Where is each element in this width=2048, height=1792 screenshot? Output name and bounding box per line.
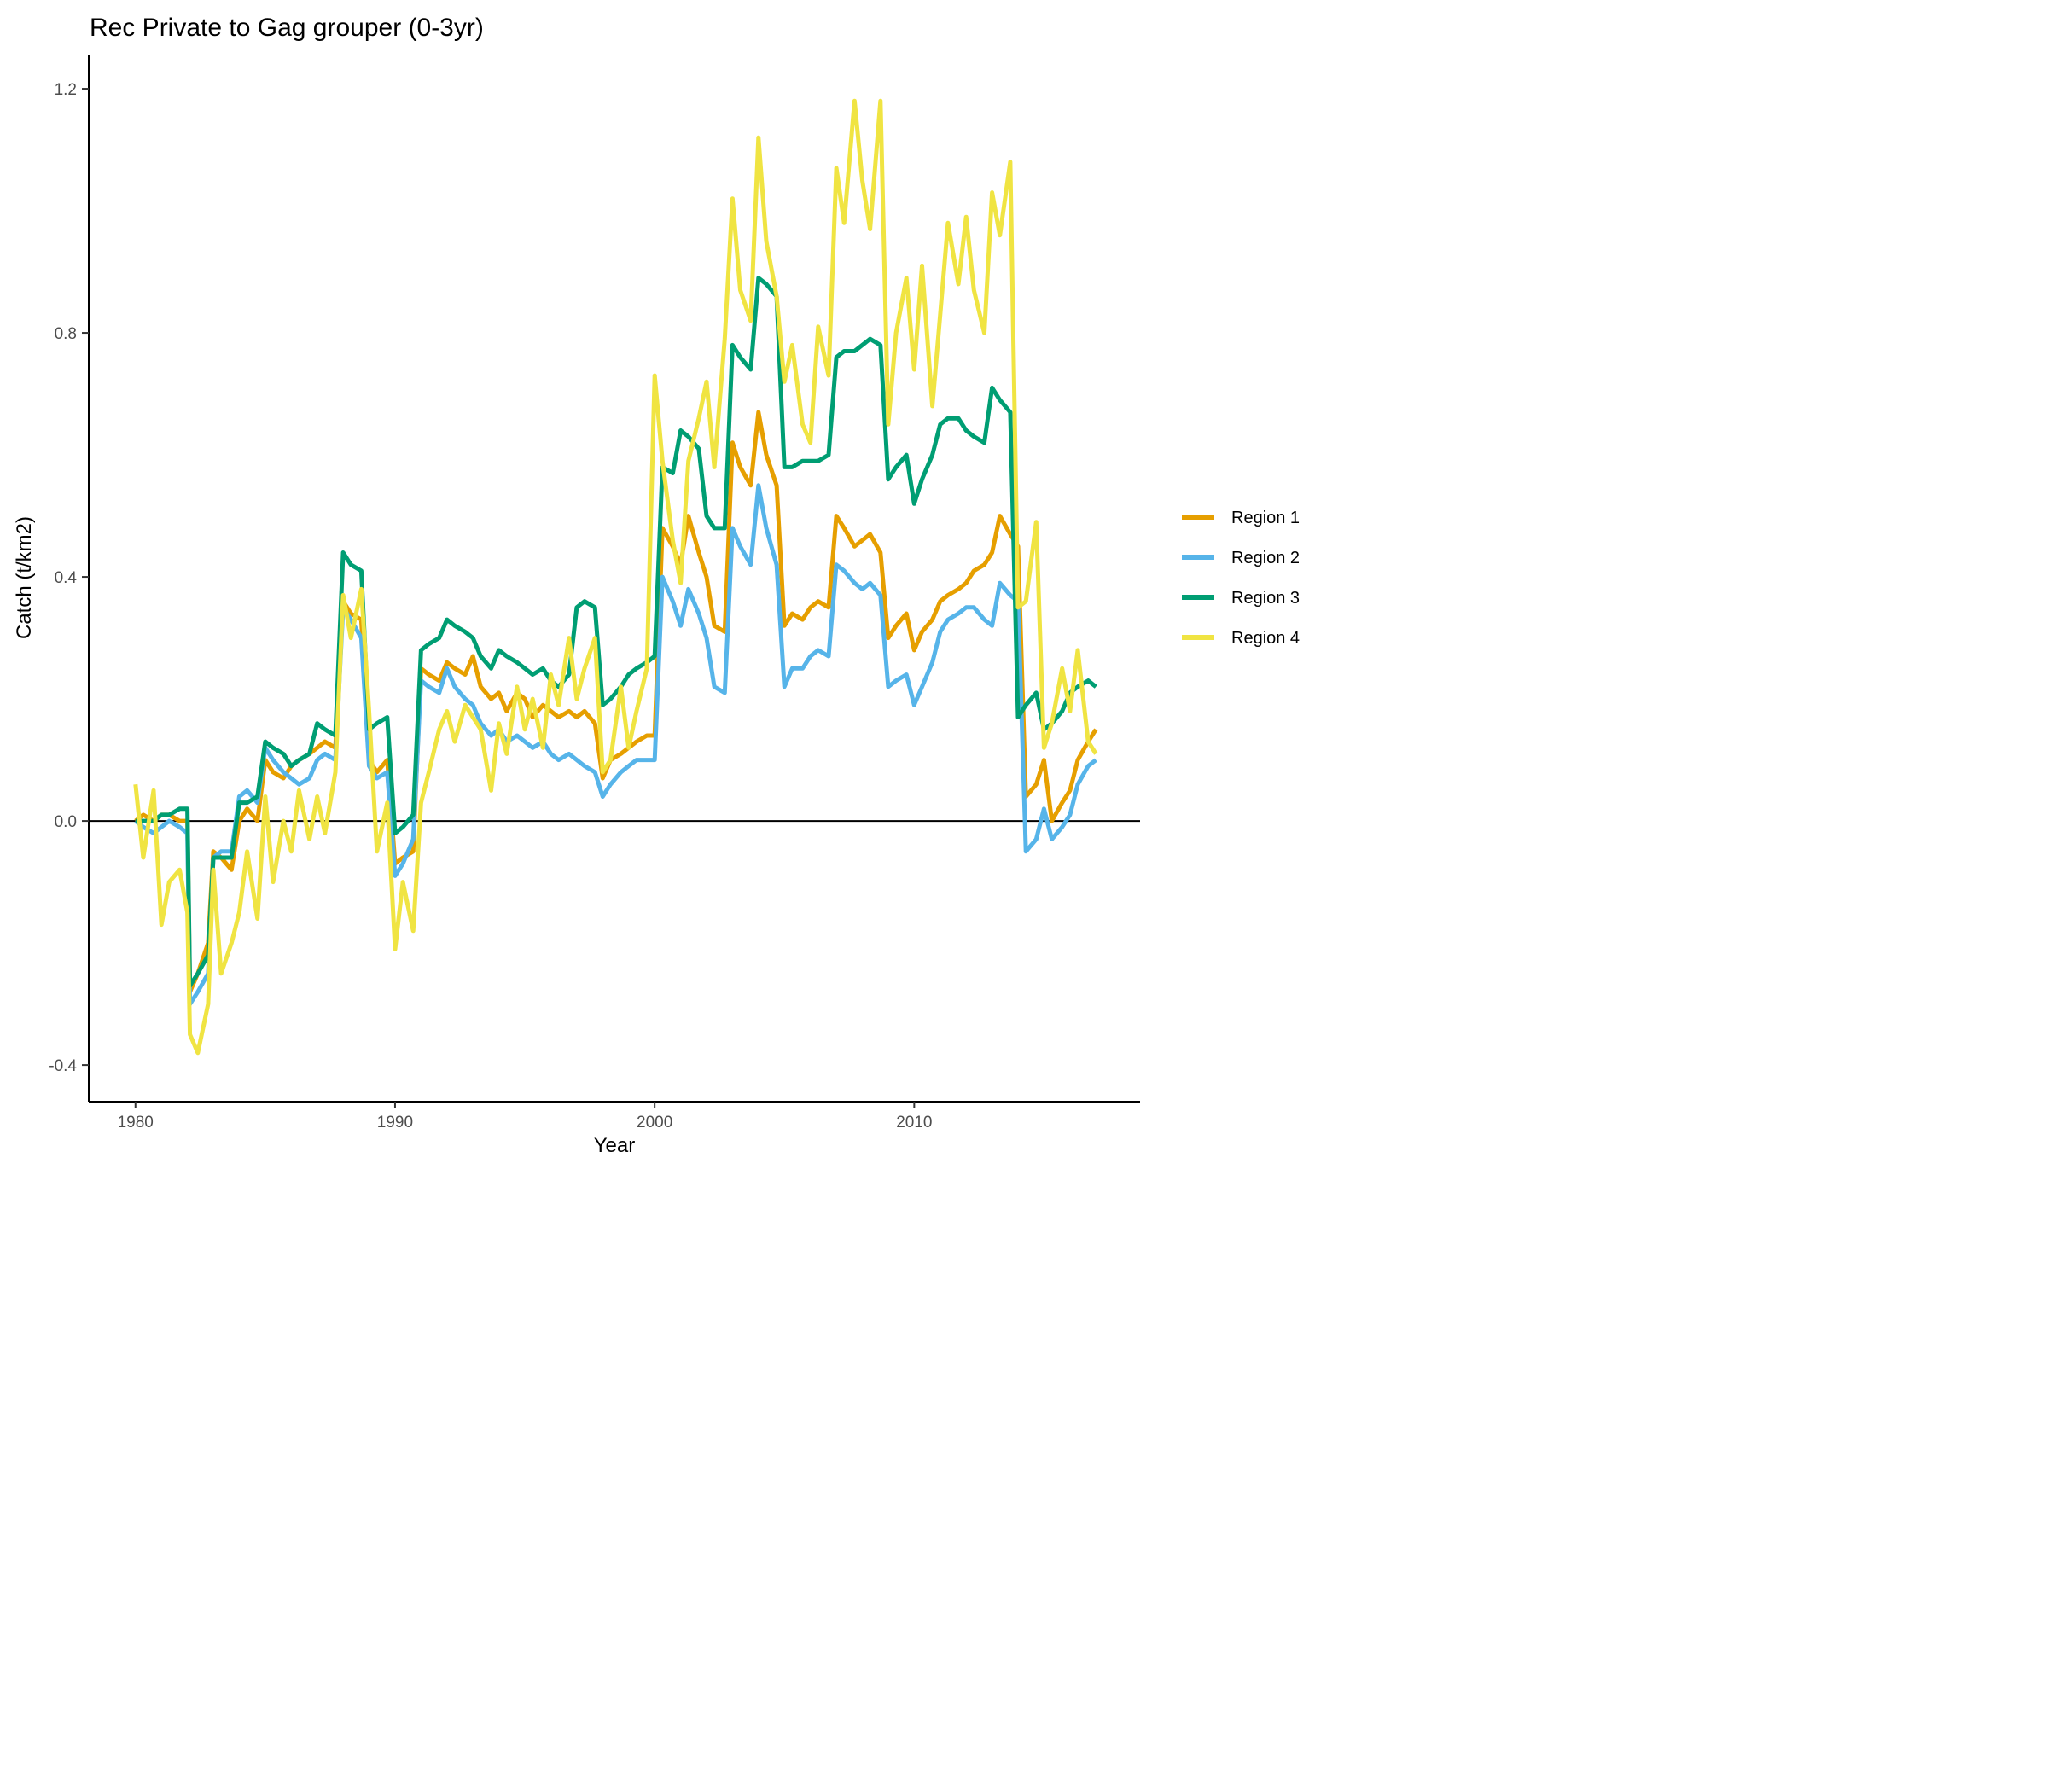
legend: Region 1 Region 2 Region 3 Region 4	[1182, 509, 1300, 648]
y-axis-label: Catch (t/km2)	[13, 516, 36, 639]
y-tick-label: -0.4	[49, 1057, 77, 1075]
series-line-region-3	[135, 276, 1097, 988]
legend-label-region-1: Region 1	[1231, 509, 1300, 527]
x-tick-label: 2000	[637, 1114, 672, 1132]
y-tick-label: 1.2	[55, 81, 77, 99]
y-axis-ticks: -0.4 0.0 0.4 0.8 1.2	[49, 81, 89, 1075]
series-line-region-4	[133, 98, 1098, 1056]
x-tick-label: 2010	[896, 1114, 932, 1132]
chart-title: Rec Private to Gag grouper (0-3yr)	[90, 14, 484, 42]
legend-label-region-4: Region 4	[1231, 629, 1300, 648]
y-tick-label: 0.8	[55, 325, 77, 343]
legend-label-region-2: Region 2	[1231, 549, 1300, 567]
chart-svg: Rec Private to Gag grouper (0-3yr) 1980 1…	[13, 14, 1300, 1157]
x-tick-label: 1980	[118, 1114, 154, 1132]
y-tick-label: 0.4	[55, 569, 78, 587]
x-axis-ticks: 1980 1990 2000 2010	[118, 1102, 932, 1132]
x-tick-label: 1990	[377, 1114, 413, 1132]
series-line-region-2	[134, 483, 1097, 1007]
series-layer	[133, 98, 1098, 1056]
legend-label-region-3: Region 3	[1231, 589, 1300, 608]
y-tick-label: 0.0	[55, 813, 77, 831]
plot-area	[89, 98, 1140, 1056]
series-line-region-1	[134, 410, 1098, 994]
x-axis-label: Year	[594, 1134, 636, 1156]
chart-container: Rec Private to Gag grouper (0-3yr) 1980 1…	[0, 0, 1323, 1157]
